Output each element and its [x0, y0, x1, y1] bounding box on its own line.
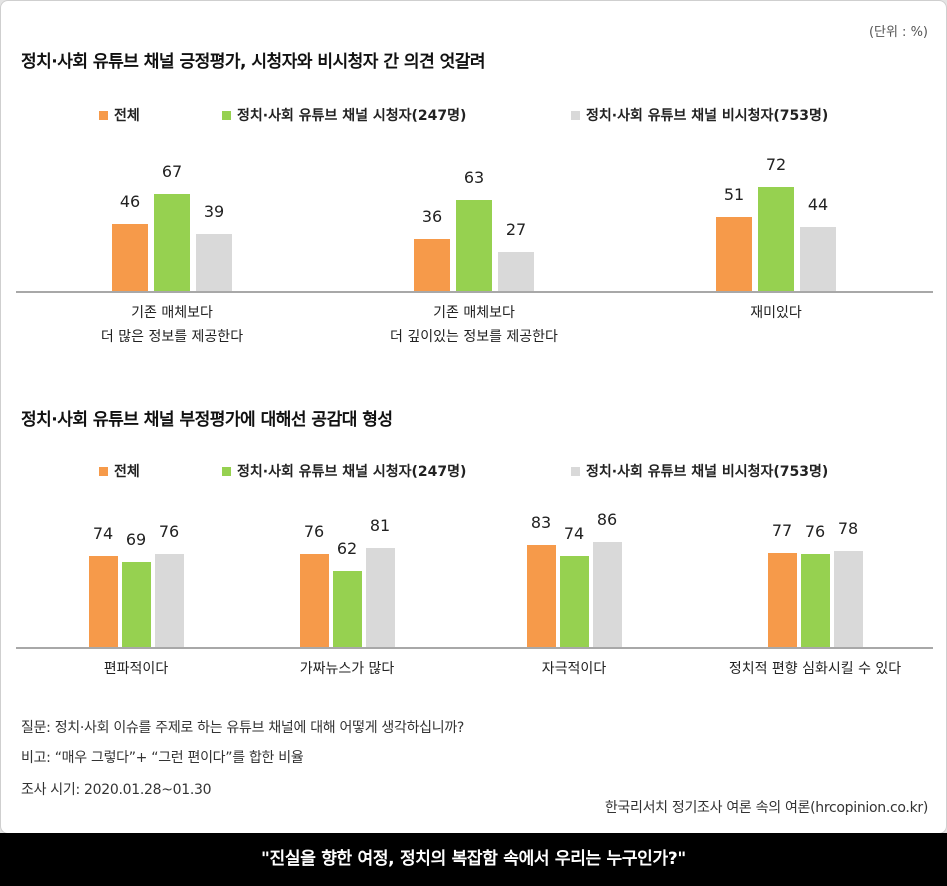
category-label: 재미있다	[750, 305, 802, 321]
bar-nonviewer	[196, 234, 232, 291]
bar-total	[299, 553, 329, 647]
data-label-total: 74	[92, 524, 114, 544]
bar-nonviewer	[833, 551, 863, 647]
chart1-legend-viewer: 정치·사회 유튜브 채널 시청자(247명)	[222, 105, 466, 125]
data-label-total: 51	[723, 185, 745, 205]
chart2-legend-viewer: 정치·사회 유튜브 채널 시청자(247명)	[222, 461, 466, 481]
data-label-nonviewer: 27	[505, 219, 527, 239]
note-remark: 비고: “매우 그렇다”+ “그런 편이다”를 합한 비율	[21, 750, 304, 766]
category-label: 편파적이다	[103, 661, 169, 677]
bar-nonviewer	[592, 541, 622, 647]
bar-viewer	[154, 193, 190, 291]
chart1-legend: 전체 정치·사회 유튜브 채널 시청자(247명) 정치·사회 유튜브 채널 비…	[1, 105, 946, 125]
legend-swatch-nonviewer	[571, 110, 580, 120]
unit-label: (단위 : %)	[868, 25, 928, 40]
bar-viewer	[456, 199, 492, 291]
chart2-legend-total: 전체	[99, 461, 140, 481]
chart1-legend-total: 전체	[99, 105, 140, 125]
chart2-legend: 전체 정치·사회 유튜브 채널 시청자(247명) 정치·사회 유튜브 채널 비…	[1, 461, 946, 481]
chart1-plot: 46 67 39 기존 매체보다 더 많은 정보를 제공한다 36 63 27 기존 매체보다…	[1, 1, 946, 401]
category-label: 자극적이다	[541, 661, 607, 677]
category-label: 기존 매체보다 더 많은 정보를 제공한다	[100, 305, 244, 345]
legend-swatch-nonviewer	[571, 466, 580, 476]
bar-total	[767, 552, 797, 647]
bar-total	[88, 556, 118, 647]
bar-viewer	[800, 553, 830, 647]
data-label-total: 77	[771, 520, 793, 540]
category-label: 기존 매체보다 더 깊이있는 정보를 제공한다	[390, 305, 558, 345]
category-label: 가짜뉴스가 많다	[299, 661, 395, 677]
data-label-total: 46	[119, 192, 141, 212]
note-question: 질문: 정치·사회 이슈를 주제로 하는 유튜브 채널에 대해 어떻게 생각하십…	[21, 720, 465, 736]
bar-total	[112, 224, 148, 291]
bar-total	[414, 238, 450, 291]
data-label-nonviewer: 76	[158, 521, 180, 541]
data-label-viewer: 62	[336, 539, 358, 559]
data-label-viewer: 72	[765, 154, 787, 174]
data-label-viewer: 69	[125, 530, 147, 550]
bar-nonviewer	[365, 547, 395, 647]
legend-swatch-viewer	[222, 466, 231, 476]
data-label-total: 36	[421, 206, 443, 226]
category-label: 정치적 편향 심화시킬 수 있다	[728, 661, 902, 677]
data-label-viewer: 63	[463, 167, 485, 187]
bar-viewer	[559, 556, 589, 647]
chart2-legend-nonviewer: 정치·사회 유튜브 채널 비시청자(753명)	[571, 461, 828, 481]
data-label-total: 83	[530, 513, 552, 533]
bar-viewer	[121, 562, 151, 647]
data-label-nonviewer: 44	[807, 195, 829, 215]
footer-banner: "진실을 향한 여정, 정치의 복잡함 속에서 우리는 누구인가?"	[0, 833, 947, 886]
data-label-nonviewer: 81	[369, 515, 391, 535]
data-label-nonviewer: 86	[596, 509, 618, 529]
chart1-legend-nonviewer: 정치·사회 유튜브 채널 비시청자(753명)	[571, 105, 828, 125]
bar-nonviewer	[800, 227, 836, 291]
legend-label: 정치·사회 유튜브 채널 비시청자(753명)	[586, 464, 829, 480]
legend-swatch-viewer	[222, 110, 231, 120]
legend-swatch-total	[99, 110, 108, 120]
bar-total	[716, 217, 752, 291]
data-label-nonviewer: 78	[837, 519, 859, 539]
legend-label: 전체	[114, 464, 140, 480]
x-axis-baseline	[16, 647, 933, 649]
bar-total	[526, 545, 556, 647]
data-label-total: 76	[303, 521, 325, 541]
legend-label: 정치·사회 유튜브 채널 시청자(247명)	[237, 108, 467, 124]
data-label-viewer: 74	[563, 524, 585, 544]
bar-nonviewer	[154, 553, 184, 647]
data-label-viewer: 76	[804, 521, 826, 541]
chart1-title: 정치·사회 유튜브 채널 긍정평가, 시청자와 비시청자 간 의견 엇갈려	[21, 52, 486, 72]
data-label-viewer: 67	[161, 161, 183, 181]
chart2-title: 정치·사회 유튜브 채널 부정평가에 대해선 공감대 형성	[21, 410, 393, 430]
source-credit: 한국리서치 정기조사 여론 속의 여론(hrcopinion.co.kr)	[604, 800, 928, 816]
chart-card: (단위 : %) 정치·사회 유튜브 채널 긍정평가, 시청자와 비시청자 간 …	[0, 0, 947, 834]
x-axis-baseline	[16, 291, 933, 293]
legend-label: 전체	[114, 108, 140, 124]
legend-swatch-total	[99, 466, 108, 476]
bar-viewer	[758, 186, 794, 291]
bar-viewer	[332, 571, 362, 647]
chart2-plot: 74 69 76 편파적이다 76 62 81 가짜뉴스가 많다 83 74 86 자극적이다 77 76…	[1, 1, 946, 701]
legend-label: 정치·사회 유튜브 채널 비시청자(753명)	[586, 108, 829, 124]
bar-nonviewer	[498, 251, 534, 291]
legend-label: 정치·사회 유튜브 채널 시청자(247명)	[237, 464, 467, 480]
data-label-nonviewer: 39	[203, 202, 225, 222]
note-period: 조사 시기: 2020.01.28~01.30	[21, 782, 212, 798]
